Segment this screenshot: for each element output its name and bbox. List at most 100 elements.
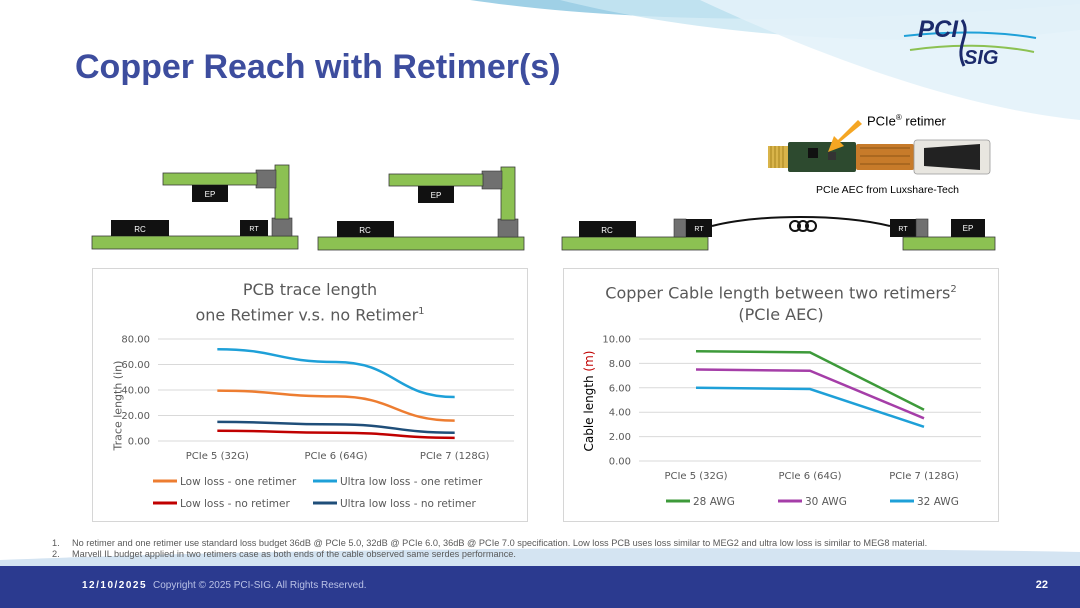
series-line bbox=[217, 347, 455, 399]
cable-line bbox=[711, 216, 891, 227]
slot-connector bbox=[497, 218, 519, 238]
host-board bbox=[561, 236, 709, 251]
ep-board bbox=[162, 172, 258, 186]
topology-two-retimers-cable: RC RT RT EP bbox=[561, 216, 996, 251]
series-line bbox=[695, 349, 925, 411]
retimer-callout-suffix: retimer bbox=[901, 113, 946, 129]
y-tick-label: 8.00 bbox=[609, 359, 631, 370]
riser-connector bbox=[481, 170, 503, 190]
footnote-1: 1. No retimer and one retimer use standar… bbox=[52, 538, 928, 548]
chart-title: PCB trace length one Retimer v.s. no Ret… bbox=[93, 279, 527, 326]
topology-diagram: RC RT EP RC EP RC bbox=[91, 164, 996, 251]
chart-title-line2: one Retimer v.s. no Retimer1 bbox=[195, 305, 425, 325]
cable-connector-left bbox=[673, 218, 687, 238]
series-line bbox=[217, 429, 455, 440]
riser-board bbox=[500, 166, 516, 221]
rc-label: RC bbox=[359, 226, 371, 235]
logo-text-pci: PCI bbox=[918, 16, 959, 43]
aec-caption: PCIe AEC from Luxshare-Tech bbox=[816, 184, 959, 196]
retimer-callout: PCIe® retimer bbox=[867, 113, 946, 128]
pci-sig-logo: PCI SIG bbox=[900, 14, 1040, 74]
y-tick-label: 0.00 bbox=[609, 457, 631, 468]
rt-label: RT bbox=[898, 226, 908, 233]
legend-entry: Low loss - no retimer bbox=[180, 498, 290, 510]
chart-title-line1: PCB trace length bbox=[242, 280, 378, 299]
legend-entry: Low loss - one retimer bbox=[180, 476, 297, 488]
y-tick-label: 0.00 bbox=[128, 437, 150, 448]
x-tick-label: PCIe 5 (32G) bbox=[664, 471, 727, 482]
riser-board bbox=[274, 164, 290, 220]
ep-label: EP bbox=[431, 191, 442, 200]
rc-chip bbox=[579, 221, 636, 237]
y-tick-label: 6.00 bbox=[609, 383, 631, 394]
rt-label: RT bbox=[249, 226, 259, 233]
rt-label: RT bbox=[694, 226, 704, 233]
chart-title-line2: (PCIe AEC) bbox=[738, 305, 824, 325]
ep-board bbox=[388, 173, 484, 187]
ep-board bbox=[902, 236, 996, 251]
y-tick-label: 40.00 bbox=[121, 386, 150, 397]
slide-title: Copper Reach with Retimer(s) bbox=[75, 48, 561, 86]
legend-entry: Ultra low loss - no retimer bbox=[340, 498, 477, 510]
footnotes: 1. No retimer and one retimer use standar… bbox=[52, 538, 927, 560]
ep-label: EP bbox=[963, 224, 974, 233]
series-line bbox=[217, 389, 455, 422]
rc-label: RC bbox=[601, 226, 613, 235]
chart-panel-cable: Copper Cable length between two retimers… bbox=[563, 268, 999, 522]
y-tick-label: 60.00 bbox=[121, 360, 150, 371]
rt-chip-right bbox=[890, 219, 916, 237]
chart-title-line1: Copper Cable length between two retimers… bbox=[605, 283, 957, 303]
footer-bar: 12/10/2025 Copyright © 2025 PCI-SIG. All… bbox=[0, 566, 1080, 608]
rc-chip bbox=[337, 221, 394, 237]
y-tick-label: 20.00 bbox=[121, 411, 150, 422]
rt-chip bbox=[240, 220, 268, 236]
x-tick-label: PCIe 7 (128G) bbox=[889, 471, 959, 482]
footer-copyright: Copyright © 2025 PCI-SIG. All Rights Res… bbox=[153, 580, 367, 591]
y-tick-label: 2.00 bbox=[609, 432, 631, 443]
rc-chip bbox=[111, 220, 169, 236]
aec-cable-photo bbox=[768, 139, 991, 175]
ep-chip bbox=[951, 219, 985, 237]
series-line bbox=[217, 420, 455, 434]
y-tick-label: 10.00 bbox=[602, 335, 631, 346]
slot-connector bbox=[271, 217, 293, 237]
series-line bbox=[695, 368, 925, 420]
x-tick-label: PCIe 6 (64G) bbox=[304, 451, 367, 462]
series-line bbox=[695, 386, 925, 429]
footer-date: 12/10/2025 bbox=[82, 580, 148, 591]
ep-chip bbox=[418, 186, 454, 203]
chart-title: Copper Cable length between two retimers… bbox=[564, 279, 998, 326]
rt-chip-left bbox=[686, 219, 712, 237]
retimer-callout-text: PCIe bbox=[867, 113, 896, 129]
page-number: 22 bbox=[1035, 579, 1048, 591]
rc-label: RC bbox=[134, 225, 146, 234]
cable-connector-right bbox=[915, 218, 929, 238]
x-tick-label: PCIe 7 (128G) bbox=[420, 451, 490, 462]
registered-mark: ® bbox=[895, 113, 902, 122]
y-tick-label: 4.00 bbox=[609, 408, 631, 419]
riser-connector bbox=[255, 169, 277, 189]
retimer-arrow-icon bbox=[828, 120, 862, 152]
host-board bbox=[317, 236, 525, 251]
topology-one-retimer: RC RT EP bbox=[91, 164, 299, 250]
logo-swirl-icon bbox=[903, 19, 1037, 67]
legend-entry: 28 AWG bbox=[693, 496, 735, 508]
y-tick-label: 80.00 bbox=[121, 335, 150, 346]
logo-text-sig: SIG bbox=[964, 47, 999, 69]
legend-entry: 30 AWG bbox=[805, 496, 847, 508]
chart-plot-cable: 0.00 2.00 4.00 6.00 8.00 10.00 PCIe 5 (32G) PCI… bbox=[602, 335, 981, 508]
x-tick-label: PCIe 6 (64G) bbox=[778, 471, 841, 482]
cable-coil-icon bbox=[789, 220, 817, 232]
chart-panel-pcb: PCB trace length one Retimer v.s. no Ret… bbox=[92, 268, 528, 522]
footnote-2: 2. Marvell IL budget applied in two retim… bbox=[52, 549, 516, 559]
topology-no-retimer: RC EP bbox=[317, 166, 525, 251]
ep-chip bbox=[192, 185, 228, 202]
ep-label: EP bbox=[205, 190, 216, 199]
x-tick-label: PCIe 5 (32G) bbox=[186, 451, 249, 462]
legend-entry: 32 AWG bbox=[917, 496, 959, 508]
chart-plot-pcb: 0.00 20.00 40.00 60.00 80.00 PCIe 5 (32G) PCIe… bbox=[121, 335, 514, 510]
host-board bbox=[91, 235, 299, 250]
legend-entry: Ultra low loss - one retimer bbox=[340, 476, 483, 488]
